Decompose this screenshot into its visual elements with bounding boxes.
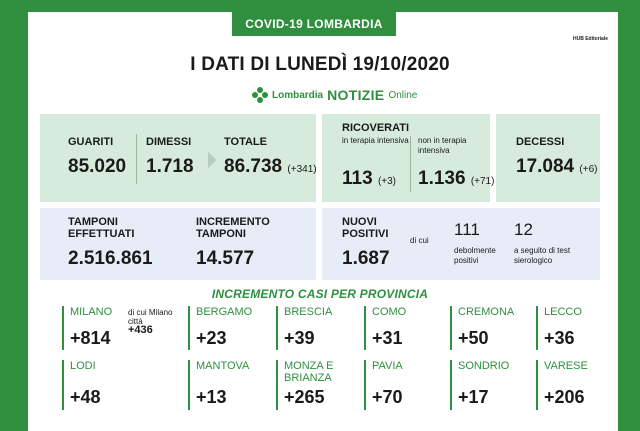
province-value: +31 — [372, 328, 403, 348]
ti-value: 113 (+3) — [342, 168, 396, 189]
province-name: BERGAMO — [196, 306, 253, 318]
positivi-panel: NUOVI POSITIVI 1.687 di cui 111 debolmen… — [322, 208, 600, 280]
province-value: +206 — [544, 387, 585, 407]
debolmente-value: 111 — [454, 220, 480, 239]
totale-delta: (+341) — [287, 164, 317, 175]
dicui-label: di cui — [410, 236, 429, 245]
milano-citta-value: +436 — [128, 324, 153, 336]
guariti-value: 85.020 — [68, 156, 127, 177]
province-como: COMO +31 — [364, 306, 444, 350]
divider — [136, 134, 137, 184]
sierologico-value: 12 — [514, 220, 533, 239]
province-value: +39 — [284, 328, 315, 348]
page-title: I DATI DI LUNEDÌ 19/10/2020 — [190, 54, 450, 75]
guariti-label: GUARITI — [68, 136, 114, 148]
brand-logo: Lombardia NOTIZIE Online — [252, 85, 417, 105]
region-tag: COVID-19 LOMBARDIA — [232, 12, 396, 36]
province-name: SONDRIO — [458, 360, 510, 372]
province-name: LODI — [70, 360, 96, 372]
totale-label: TOTALE — [224, 136, 267, 148]
debolmente-label: debolmente positivi — [454, 246, 496, 265]
nti-label: non in terapia intensiva — [418, 136, 467, 155]
brand-prefix: Lombardia — [272, 89, 324, 101]
ti-label: in terapia intensiva — [342, 136, 409, 145]
province-title: INCREMENTO CASI PER PROVINCIA — [211, 287, 429, 301]
province-name: CREMONA — [458, 306, 515, 318]
province-milano: MILANO +814 — [62, 306, 122, 350]
province-value: +17 — [458, 387, 489, 407]
ti-delta: (+3) — [377, 176, 396, 187]
nti-delta: (+71) — [470, 176, 495, 187]
province-name: MILANO — [70, 306, 113, 318]
province-value: +50 — [458, 328, 489, 348]
tamponi-panel: TAMPONI EFFETTUATI 2.516.861 INCREMENTO … — [40, 208, 316, 280]
tamponi-value: 2.516.861 — [68, 248, 153, 269]
nuovi-label: NUOVI POSITIVI — [342, 216, 389, 240]
incremento-value: 14.577 — [196, 248, 255, 269]
province-value: +48 — [70, 387, 101, 407]
chevron-right-icon — [208, 152, 217, 168]
province-monza: MONZA E BRIANZA +265 — [276, 360, 358, 410]
hub-label: HUB Editoriale — [572, 36, 608, 42]
tamponi-label: TAMPONI EFFETTUATI — [68, 216, 135, 240]
lombardia-rose-icon — [252, 87, 268, 103]
province-name: MANTOVA — [196, 360, 250, 372]
province-name: PAVIA — [372, 360, 403, 372]
divider — [410, 136, 411, 192]
decessi-value: 17.084 (+6) — [516, 156, 598, 177]
province-cremona: CREMONA +50 — [450, 306, 530, 350]
guariti-panel: GUARITI 85.020 DIMESSI 1.718 TOTALE 86.7… — [40, 114, 317, 202]
totale-value: 86.738 (+341) — [224, 156, 317, 177]
decessi-panel: DECESSI 17.084 (+6) — [496, 114, 600, 202]
province-lecco: LECCO +36 — [536, 306, 602, 350]
ricoverati-label: RICOVERATI — [342, 122, 410, 134]
province-value: +36 — [544, 328, 575, 348]
province-value: +13 — [196, 387, 227, 407]
province-lodi: LODI +48 — [62, 360, 162, 410]
province-value: +23 — [196, 328, 227, 348]
province-pavia: PAVIA +70 — [364, 360, 444, 410]
province-name: MONZA E BRIANZA — [284, 360, 334, 384]
nuovi-value: 1.687 — [342, 248, 390, 269]
province-brescia: BRESCIA +39 — [276, 306, 356, 350]
province-value: +814 — [70, 328, 111, 348]
milano-citta-label: di cui Milano città — [128, 308, 173, 326]
province-name: LECCO — [544, 306, 582, 318]
incremento-label: INCREMENTO TAMPONI — [196, 216, 270, 240]
dimessi-value: 1.718 — [146, 156, 194, 177]
dimessi-label: DIMESSI — [146, 136, 192, 148]
brand-strong: NOTIZIE — [327, 87, 385, 103]
sierologico-label: a seguito di test sierologico — [514, 246, 571, 265]
province-value: +70 — [372, 387, 403, 407]
brand-suffix: Online — [388, 89, 418, 101]
ricoverati-panel: RICOVERATI in terapia intensiva 113 (+3)… — [322, 114, 494, 202]
province-name: BRESCIA — [284, 306, 333, 318]
province-sondrio: SONDRIO +17 — [450, 360, 530, 410]
province-name: VARESE — [544, 360, 588, 372]
province-name: COMO — [372, 306, 407, 318]
province-value: +265 — [284, 387, 325, 407]
province-bergamo: BERGAMO +23 — [188, 306, 268, 350]
nti-value: 1.136 (+71) — [418, 168, 495, 189]
decessi-delta: (+6) — [579, 164, 598, 175]
province-varese: VARESE +206 — [536, 360, 602, 410]
province-mantova: MANTOVA +13 — [188, 360, 268, 410]
decessi-label: DECESSI — [516, 136, 565, 148]
milano-citta: di cui Milano città +436 — [128, 308, 178, 336]
